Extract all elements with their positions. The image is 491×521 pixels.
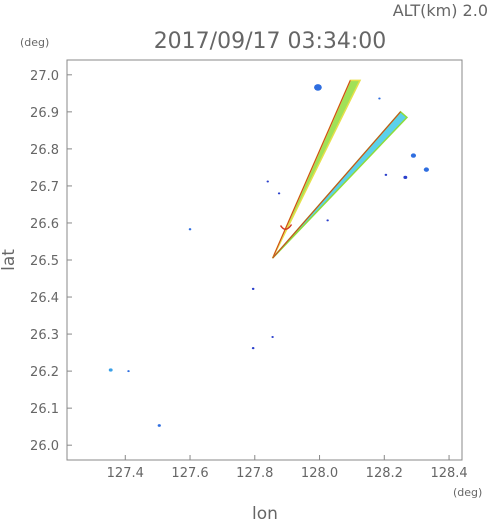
x-axis-label: lon: [252, 504, 278, 521]
echo-point: [314, 84, 322, 91]
echo-point: [326, 219, 329, 222]
y-tick-label: 26.4: [30, 291, 59, 306]
echo-point: [251, 287, 255, 290]
echo-point: [403, 175, 408, 180]
y-tick-label: 26.5: [30, 254, 59, 269]
beam-edge-northeast: [272, 111, 401, 259]
beam-edge-north: [272, 80, 351, 259]
echo-point: [108, 368, 113, 372]
echo-point: [378, 97, 381, 100]
y-tick-label: 27.0: [30, 69, 59, 84]
plot-layer: [108, 79, 429, 427]
beam-northeast: [272, 110, 409, 259]
x-tick-label: 128.2: [366, 466, 403, 481]
origin-mark: [279, 224, 293, 231]
y-axis-label: lat: [0, 249, 19, 271]
x-tick-label: 128.0: [301, 466, 338, 481]
x-unit-label: (deg): [453, 486, 482, 499]
echo-point: [277, 192, 281, 195]
y-tick-label: 26.1: [30, 402, 59, 417]
echo-point: [251, 347, 255, 350]
chart-title: 2017/09/17 03:34:00: [154, 29, 387, 54]
y-unit-label: (deg): [20, 36, 49, 49]
echo-point: [423, 167, 429, 172]
beam-north: [271, 79, 362, 259]
y-tick-label: 26.6: [30, 217, 59, 232]
echo-point: [127, 370, 130, 373]
y-tick-label: 26.7: [30, 180, 59, 195]
y-tick-label: 26.9: [30, 106, 59, 121]
x-tick-label: 128.4: [430, 466, 467, 481]
echo-point: [410, 153, 417, 158]
x-tick-label: 127.4: [107, 466, 144, 481]
y-tick-group: 26.0 26.1 26.2 26.3 26.4 26.5 26.6 26.7 26.8 26.9…: [30, 69, 72, 454]
y-tick-label: 26.8: [30, 143, 59, 158]
altitude-label: ALT(km) 2.0: [393, 1, 488, 20]
x-tick-group: 127.4 127.6 127.8 128.0 128.2 128.4: [107, 455, 468, 481]
echo-point: [384, 173, 388, 176]
echo-point: [157, 424, 161, 427]
x-tick-label: 127.6: [171, 466, 208, 481]
echo-point: [188, 228, 192, 231]
y-tick-label: 26.3: [30, 328, 59, 343]
y-tick-label: 26.2: [30, 365, 59, 380]
x-tick-label: 127.8: [236, 466, 273, 481]
echo-point: [266, 180, 269, 183]
echo-point: [271, 336, 274, 339]
y-tick-label: 26.0: [30, 439, 59, 454]
